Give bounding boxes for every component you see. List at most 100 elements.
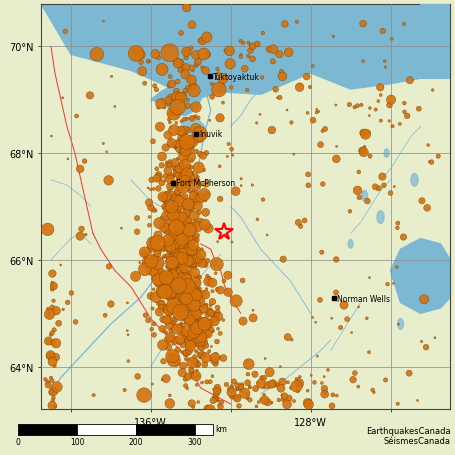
- Point: [204, 258, 211, 265]
- Point: [147, 269, 155, 277]
- Point: [362, 131, 369, 138]
- Point: [269, 46, 277, 54]
- Point: [316, 297, 324, 304]
- Point: [157, 270, 165, 277]
- Point: [173, 308, 180, 316]
- Point: [163, 282, 170, 289]
- Point: [193, 313, 200, 320]
- Point: [51, 327, 58, 334]
- Point: [187, 238, 195, 245]
- Point: [209, 279, 216, 287]
- Point: [366, 105, 374, 112]
- Point: [196, 131, 203, 138]
- Point: [199, 339, 207, 346]
- Point: [177, 261, 184, 268]
- Point: [132, 50, 140, 57]
- Point: [161, 288, 168, 296]
- Point: [213, 261, 220, 268]
- Point: [189, 263, 197, 271]
- Point: [187, 224, 194, 232]
- Point: [124, 327, 131, 334]
- Point: [202, 68, 209, 75]
- Point: [185, 201, 192, 208]
- Point: [175, 188, 182, 195]
- Point: [182, 249, 190, 256]
- Point: [188, 240, 196, 247]
- Point: [179, 237, 186, 244]
- Point: [167, 138, 174, 145]
- Point: [381, 58, 389, 66]
- Point: [200, 335, 207, 342]
- Point: [197, 339, 204, 346]
- Polygon shape: [377, 211, 384, 224]
- Point: [304, 399, 311, 407]
- Point: [157, 247, 164, 254]
- Point: [207, 302, 214, 309]
- Point: [177, 151, 184, 158]
- Point: [184, 207, 191, 214]
- Point: [199, 38, 206, 46]
- Point: [360, 130, 367, 137]
- Point: [197, 218, 204, 225]
- Point: [169, 268, 176, 275]
- Point: [177, 303, 185, 310]
- Point: [176, 268, 183, 275]
- Point: [146, 199, 153, 207]
- Point: [192, 326, 200, 334]
- Point: [200, 167, 207, 174]
- Point: [176, 268, 183, 276]
- Point: [197, 151, 204, 158]
- Point: [129, 48, 136, 55]
- Point: [187, 315, 194, 322]
- Point: [208, 343, 215, 350]
- Point: [169, 272, 177, 279]
- Point: [164, 229, 171, 236]
- Point: [192, 292, 199, 299]
- Point: [188, 65, 195, 72]
- Point: [333, 256, 340, 263]
- Point: [344, 316, 351, 323]
- Point: [159, 194, 166, 202]
- Point: [181, 337, 188, 344]
- Point: [176, 267, 183, 274]
- Point: [207, 326, 215, 334]
- Point: [363, 315, 370, 322]
- Polygon shape: [41, 5, 450, 410]
- Point: [173, 259, 181, 266]
- Point: [213, 388, 221, 395]
- Point: [431, 334, 439, 342]
- Point: [193, 289, 201, 297]
- Point: [163, 289, 171, 296]
- Point: [232, 188, 239, 195]
- Point: [170, 127, 177, 134]
- Point: [167, 174, 174, 182]
- Point: [228, 389, 235, 396]
- Point: [188, 22, 196, 29]
- Point: [265, 46, 273, 54]
- Point: [204, 321, 212, 328]
- Point: [187, 171, 195, 178]
- Point: [360, 149, 367, 157]
- Point: [185, 222, 192, 229]
- Point: [346, 208, 354, 216]
- Point: [168, 268, 175, 275]
- Point: [172, 324, 179, 331]
- Point: [269, 59, 277, 66]
- Point: [337, 324, 344, 332]
- Point: [244, 391, 251, 398]
- Point: [179, 349, 186, 356]
- Point: [145, 185, 152, 192]
- Point: [100, 18, 107, 25]
- Point: [168, 111, 175, 118]
- Point: [197, 251, 205, 258]
- Point: [180, 250, 187, 258]
- Point: [290, 151, 298, 158]
- Point: [196, 136, 203, 143]
- Point: [172, 120, 180, 127]
- Point: [177, 281, 185, 288]
- Point: [205, 308, 212, 315]
- Polygon shape: [390, 239, 450, 313]
- Point: [288, 336, 295, 344]
- Point: [395, 321, 402, 328]
- Point: [179, 329, 186, 336]
